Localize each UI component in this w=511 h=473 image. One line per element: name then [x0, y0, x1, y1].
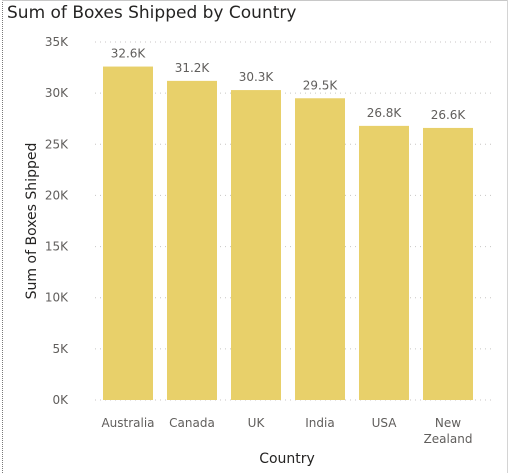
data-label: 32.6K — [111, 47, 147, 61]
bar[interactable] — [295, 98, 345, 400]
x-tick-label: New Zealand — [424, 416, 473, 446]
y-tick-label: 0K — [52, 393, 69, 407]
x-axis-ticks: Australia Canada UK India USA New Zealand — [101, 416, 472, 446]
bar[interactable] — [103, 66, 153, 400]
y-tick-label: 20K — [45, 188, 69, 202]
x-tick-label: Australia — [101, 416, 154, 430]
y-axis-ticks: 0K 5K 10K 15K 20K 25K 30K 35K — [45, 35, 69, 407]
x-tick-label: UK — [248, 416, 266, 430]
x-tick-label: Canada — [169, 416, 215, 430]
bar[interactable] — [231, 90, 281, 401]
x-axis-title: Country — [259, 451, 315, 467]
visual-right-border — [507, 0, 508, 473]
visual-left-border — [2, 0, 3, 473]
y-tick-label: 30K — [45, 86, 69, 100]
y-tick-label: 10K — [45, 291, 69, 305]
data-label: 26.6K — [431, 108, 467, 122]
bar[interactable] — [167, 80, 217, 401]
data-label: 31.2K — [175, 61, 211, 75]
data-labels: 32.6K 31.2K 30.3K 29.5K 26.8K 26.6K — [111, 47, 467, 122]
x-tick-label: USA — [372, 416, 398, 430]
y-tick-label: 15K — [45, 240, 69, 254]
y-tick-label: 25K — [45, 137, 69, 151]
data-label: 29.5K — [303, 78, 339, 92]
y-axis-title: Sum of Boxes Shipped — [24, 143, 40, 300]
visual-top-border — [2, 0, 507, 1]
data-label: 26.8K — [367, 106, 403, 120]
bar[interactable] — [359, 125, 409, 401]
x-tick-label: India — [305, 416, 334, 430]
y-tick-label: 35K — [45, 35, 69, 49]
chart-title: Sum of Boxes Shipped by Country — [7, 3, 297, 23]
bar[interactable] — [423, 127, 473, 401]
y-tick-label: 5K — [52, 342, 69, 356]
bars — [103, 66, 473, 401]
data-label: 30.3K — [239, 70, 275, 84]
